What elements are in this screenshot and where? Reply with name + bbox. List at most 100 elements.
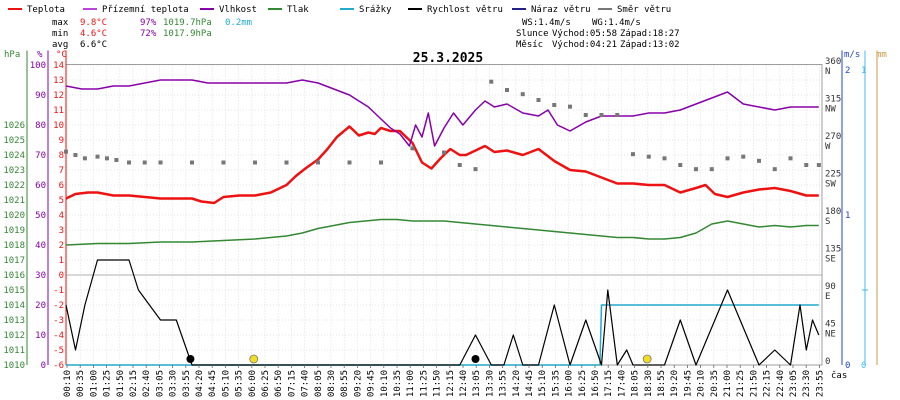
hpa-tick-label: 1024 [3, 151, 25, 161]
series-sm-r-v-tru-point [64, 149, 68, 154]
x-tick-label: 18:05 [631, 370, 641, 397]
x-tick-label: 09:20 [353, 370, 363, 397]
x-tick-label: 03:55 [182, 370, 192, 397]
temp-tick-label: 0 [59, 271, 64, 281]
x-tick-label: 08:05 [314, 370, 324, 397]
pct-tick-label: 100 [30, 61, 46, 71]
x-tick-label: 09:45 [367, 370, 377, 397]
series-sm-r-v-tru-point [757, 158, 761, 163]
legend-label: Přízemní teplota [102, 5, 189, 15]
temp-tick-label: -4 [53, 331, 64, 341]
dir-tick-deg: 90 [825, 282, 836, 292]
series-sm-r-v-tru-point [520, 92, 525, 97]
series-sm-r-v-tru-point [284, 160, 289, 165]
x-tick-label: 23:30 [802, 370, 812, 397]
stats-max-temp: 9.8°C [80, 18, 107, 28]
x-tick-label: 21:25 [736, 370, 746, 397]
series-teplota [65, 125, 819, 205]
dir-tick-name: W [825, 142, 831, 152]
x-tick-label: 16:00 [565, 370, 575, 397]
unit-time: čas [831, 370, 847, 381]
x-tick-label: 01:00 [89, 370, 99, 397]
x-tick-label: 15:10 [538, 370, 548, 397]
series-sm-r-v-tru-point [568, 104, 572, 109]
dir-tick-name: NW [825, 105, 836, 115]
temp-tick-label: 1 [59, 256, 64, 266]
stats-avg-label: avg [52, 40, 68, 50]
series-sm-r-v-tru-point [536, 98, 541, 102]
stats-min-label: min [52, 29, 68, 39]
x-tick-label: 20:10 [697, 370, 707, 397]
series-sm-r-v-tru-point [489, 79, 494, 84]
pct-tick-label: 20 [35, 301, 46, 311]
hpa-tick-label: 1021 [3, 196, 25, 206]
legend-label: Tlak [287, 5, 309, 15]
x-tick-label: 05:35 [235, 370, 245, 397]
legend-label: Rychlost větru [427, 5, 503, 15]
dir-tick-deg: 180 [825, 207, 841, 217]
series-rychlost-v-tru [65, 259, 820, 366]
series-sm-r-v-tru-point [473, 167, 478, 172]
x-tick-label: 06:25 [261, 370, 271, 397]
temp-tick-label: -5 [53, 346, 64, 356]
dir-tick-deg: 225 [825, 170, 841, 180]
info-sun-rise: Východ:05:58 [552, 29, 617, 39]
info-block: WS:1.4m/s WG:1.4m/s Slunce Východ:05:58 … [516, 18, 680, 50]
series-sm-r-v-tru-point [221, 160, 226, 165]
pct-tick-label: 50 [35, 211, 46, 221]
hpa-tick-label: 1015 [3, 286, 25, 296]
pct-tick-label: 90 [35, 91, 46, 101]
dir-tick-name: S [825, 217, 830, 227]
series-sm-r-v-tru-point [804, 163, 809, 167]
temp-tick-label: -3 [53, 316, 64, 326]
markers-layer [186, 354, 652, 364]
x-tick-label: 11:50 [433, 370, 443, 397]
x-tick-label: 05:10 [221, 370, 231, 397]
x-tick-label: 08:30 [327, 370, 337, 397]
ms-tick-label: 2 [845, 66, 850, 76]
stats-max-press: 1019.7hPa [163, 18, 212, 28]
x-tick-label: 01:25 [103, 370, 113, 397]
x-tick-label: 07:40 [301, 370, 311, 397]
series-sm-r-v-tru-point [505, 88, 509, 92]
x-tick-label: 08:55 [340, 370, 350, 397]
x-tick-label: 01:50 [116, 370, 126, 397]
series-sm-r-v-tru-point [615, 113, 620, 117]
x-tick-label: 12:15 [446, 370, 456, 397]
unit-pct: % [37, 50, 43, 60]
series-layer [64, 79, 821, 366]
series-sm-r-v-tru-point [552, 103, 557, 107]
series-sm-r-v-tru-point [114, 158, 119, 162]
series-sm-r-v-tru-point [678, 163, 683, 167]
x-tick-label: 04:45 [208, 370, 218, 397]
unit-ms: m/s [844, 50, 860, 60]
info-ws: WS:1.4m/s [522, 18, 571, 28]
temp-tick-label: -2 [53, 301, 64, 311]
pct-tick-label: 0 [41, 361, 46, 371]
legend-label: Teplota [27, 5, 65, 15]
temp-tick-label: 2 [59, 241, 64, 251]
x-tick-label: 16:50 [591, 370, 601, 397]
dir-tick-deg: 135 [825, 245, 841, 255]
mm-tick-label: 0 [861, 361, 866, 371]
pct-tick-label: 40 [35, 241, 46, 251]
series-sm-r-v-tru-point [253, 160, 257, 165]
temp-tick-label: 14 [53, 61, 64, 71]
x-tick-label: 00:10 [63, 370, 73, 397]
hpa-tick-label: 1026 [3, 121, 25, 131]
series-sm-r-v-tru-point [788, 156, 793, 161]
x-tick-label: 00:35 [76, 370, 86, 397]
x-tick-label: 13:30 [485, 370, 495, 397]
series-sm-r-v-tru-point [158, 160, 163, 165]
series-sm-r-v-tru-point [709, 167, 714, 172]
pct-tick-label: 60 [35, 181, 46, 191]
x-tick-label: 19:20 [670, 370, 680, 397]
x-tick-label: 21:00 [723, 370, 733, 397]
hpa-tick-label: 1020 [3, 211, 25, 221]
series-sm-r-v-tru-point [816, 163, 821, 167]
series-sm-r-v-tru-point [95, 154, 100, 159]
x-tick-label: 21:50 [749, 370, 759, 397]
series-sm-r-v-tru-point [316, 160, 320, 165]
temp-tick-label: -1 [53, 286, 64, 296]
